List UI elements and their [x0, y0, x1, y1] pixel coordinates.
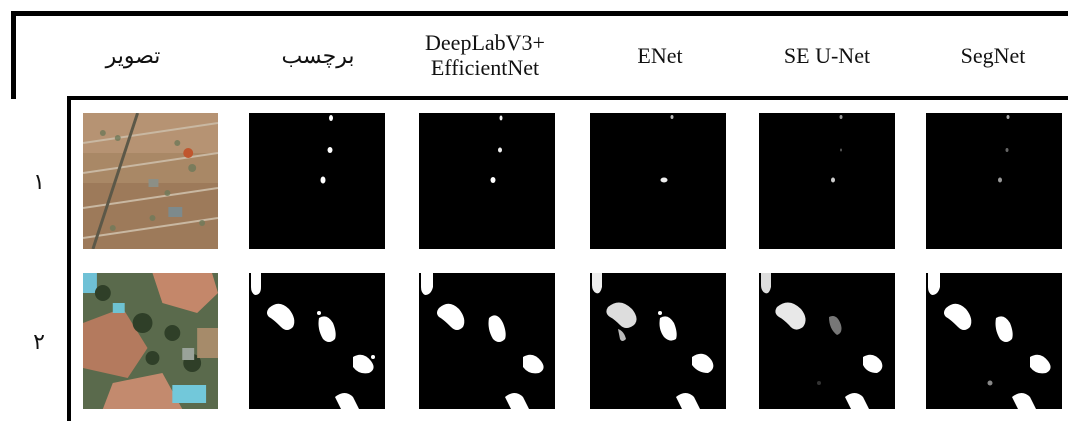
- header-seunet: SE U-Net: [783, 42, 871, 68]
- row1-label-mask: [249, 113, 385, 249]
- row2-segnet-mask: [926, 273, 1062, 409]
- table-left-rule: [11, 11, 16, 99]
- row-label-2: ۲: [33, 330, 45, 355]
- row1-seunet-mask: [759, 113, 895, 249]
- table-top-rule: [11, 11, 1068, 16]
- header-deeplab: DeepLabV3+ EfficientNet: [400, 22, 570, 88]
- row1-segnet-mask: [926, 113, 1062, 249]
- header-separator-rule: [68, 96, 1068, 100]
- header-deeplab-line1: DeepLabV3+: [425, 30, 545, 55]
- header-deeplab-line2: EfficientNet: [430, 55, 540, 80]
- header-label: برچسب: [281, 42, 355, 68]
- row2-enet-mask: [590, 273, 726, 409]
- row2-aerial-image: [83, 273, 218, 409]
- row1-deeplab-mask: [419, 113, 555, 249]
- row-label-separator-rule: [67, 96, 71, 421]
- header-segnet: SegNet: [960, 42, 1026, 68]
- row1-aerial-image: [83, 113, 218, 249]
- header-image: تصویر: [105, 42, 161, 68]
- row-label-1: ۱: [33, 170, 45, 195]
- header-enet: ENet: [637, 42, 683, 68]
- row2-deeplab-mask: [419, 273, 555, 409]
- row2-seunet-mask: [759, 273, 895, 409]
- row2-label-mask: [249, 273, 385, 409]
- row1-enet-mask: [590, 113, 726, 249]
